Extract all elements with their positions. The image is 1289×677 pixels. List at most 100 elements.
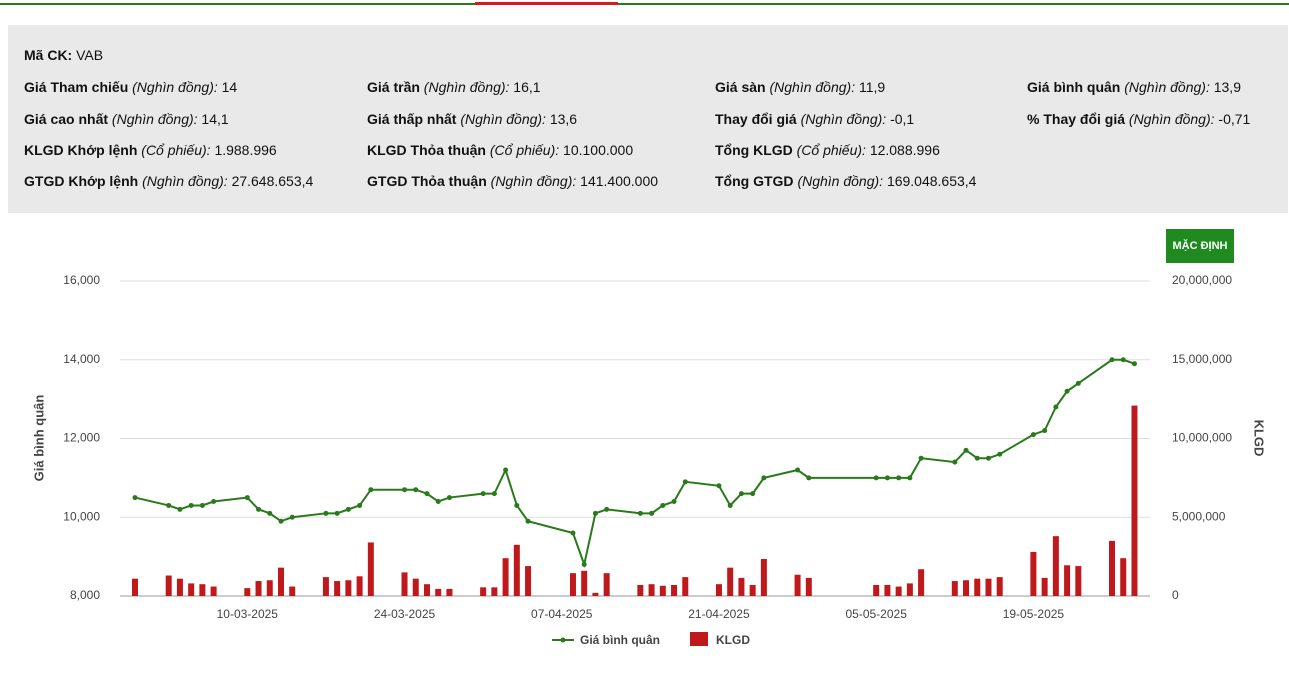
bar [513, 544, 520, 596]
field-value: 13,6 [549, 111, 578, 127]
field-value: 141.400.000 [580, 173, 659, 189]
field-label: GTGD Khớp lệnh [24, 173, 139, 189]
point [1120, 357, 1126, 363]
point [985, 455, 991, 461]
point [480, 491, 486, 497]
point [446, 495, 452, 501]
bar [277, 567, 284, 596]
reset-button[interactable]: MẶC ĐỊNH [1166, 229, 1234, 263]
bar [1041, 577, 1048, 596]
info-field: Tổng KLGD (Cổ phiếu): 12.088.996 [715, 142, 940, 158]
field-value: 13,9 [1213, 79, 1241, 95]
bar [963, 580, 970, 596]
y2-tick-label: 10,000,000 [1172, 431, 1232, 445]
point [682, 479, 688, 485]
bar [985, 578, 992, 596]
legend-label: Giá bình quân [580, 633, 660, 647]
point [166, 502, 172, 508]
point [424, 491, 430, 497]
bar [951, 581, 958, 596]
bar [345, 580, 352, 596]
point [267, 510, 273, 516]
bar [266, 580, 273, 596]
bar [446, 588, 453, 596]
bar [244, 588, 251, 596]
top-border [0, 3, 1289, 5]
point [244, 495, 250, 501]
bar [322, 577, 329, 596]
info-field: GTGD Thỏa thuận (Nghìn đồng): 141.400.00… [367, 173, 658, 189]
field-label: Giá thấp nhất [367, 111, 457, 127]
field-value: 14 [221, 79, 238, 95]
point [1042, 428, 1048, 434]
field-label: KLGD Thỏa thuận [367, 142, 486, 158]
bar [423, 584, 430, 596]
bar [974, 578, 981, 596]
field-label: Giá bình quân [1027, 79, 1121, 95]
field-value: 14,1 [201, 111, 229, 127]
bar [906, 583, 913, 596]
point [211, 499, 217, 504]
y2-tick-label: 15,000,000 [1172, 352, 1232, 366]
bar [671, 584, 678, 596]
info-field: % Thay đổi giá (Nghìn đồng): -0,71 [1027, 111, 1250, 127]
point [345, 506, 351, 512]
point [413, 487, 419, 493]
point [649, 510, 655, 516]
info-panel [8, 25, 1288, 213]
bar [412, 578, 419, 596]
bar [255, 581, 262, 596]
field-label: Giá cao nhất [24, 111, 109, 127]
point [435, 499, 441, 504]
bar [918, 569, 925, 596]
point [974, 455, 980, 461]
point [997, 451, 1003, 457]
bar [1120, 558, 1127, 596]
point [503, 467, 509, 473]
point [323, 510, 329, 516]
info-field: Giá trần (Nghìn đồng): 16,1 [367, 79, 541, 95]
bar [435, 588, 442, 596]
bar [592, 592, 599, 596]
field-label: Mã CK: [24, 47, 73, 63]
field-value: 12.088.996 [869, 142, 940, 158]
bar [1131, 405, 1138, 596]
info-field: GTGD Khớp lệnh (Nghìn đồng): 27.648.653,… [24, 173, 313, 189]
point [592, 510, 598, 516]
bar [480, 587, 487, 596]
point [952, 459, 958, 465]
info-field: Giá sàn (Nghìn đồng): 11,9 [715, 79, 885, 95]
bar [895, 586, 902, 596]
y2-tick-label: 0 [1172, 588, 1179, 602]
point [1053, 404, 1059, 410]
field-value: 1.988.996 [214, 142, 277, 158]
bar [794, 574, 801, 596]
field-unit: (Nghìn đồng): [490, 173, 577, 189]
point [1131, 361, 1137, 367]
point [514, 502, 520, 508]
y2-tick-label: 20,000,000 [1172, 273, 1232, 287]
bar [199, 584, 206, 596]
bar [1075, 566, 1082, 596]
point [660, 502, 666, 508]
info-field: Giá thấp nhất (Nghìn đồng): 13,6 [367, 111, 577, 127]
bar [1030, 551, 1037, 596]
field-unit: (Nghìn đồng): [111, 111, 198, 127]
point [750, 491, 756, 497]
info-field: Giá Tham chiếu (Nghìn đồng): 14 [24, 79, 237, 95]
point [289, 514, 295, 520]
bar [289, 586, 296, 596]
point [132, 495, 138, 501]
field-label: GTGD Thỏa thuận [367, 173, 487, 189]
point [795, 467, 801, 473]
bar [682, 577, 689, 596]
field-label: Tổng GTGD [715, 173, 794, 189]
bar [1109, 540, 1116, 596]
y2-axis-title: KLGD [1252, 420, 1267, 457]
point [256, 506, 262, 512]
point [963, 447, 969, 453]
bar [637, 584, 644, 596]
x-tick-label: 07-04-2025 [531, 607, 593, 621]
bar [210, 586, 217, 596]
point [716, 483, 722, 489]
